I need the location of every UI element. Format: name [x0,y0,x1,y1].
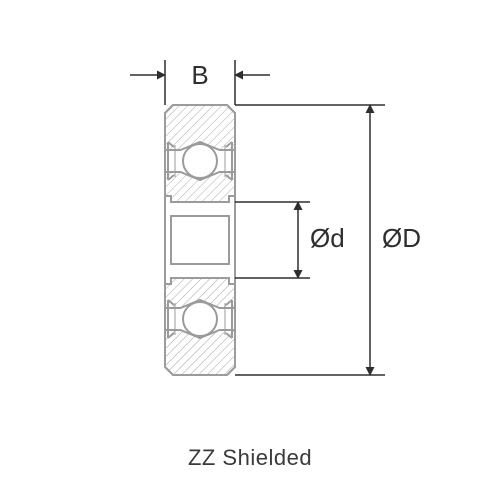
dim-label-D: ØD [382,222,421,252]
dim-label-d: Ød [310,222,345,252]
bearing-svg: B Ød ØD [0,30,500,470]
bearing-diagram: B Ød ØD [0,30,500,470]
dim-label-B: B [191,59,208,89]
